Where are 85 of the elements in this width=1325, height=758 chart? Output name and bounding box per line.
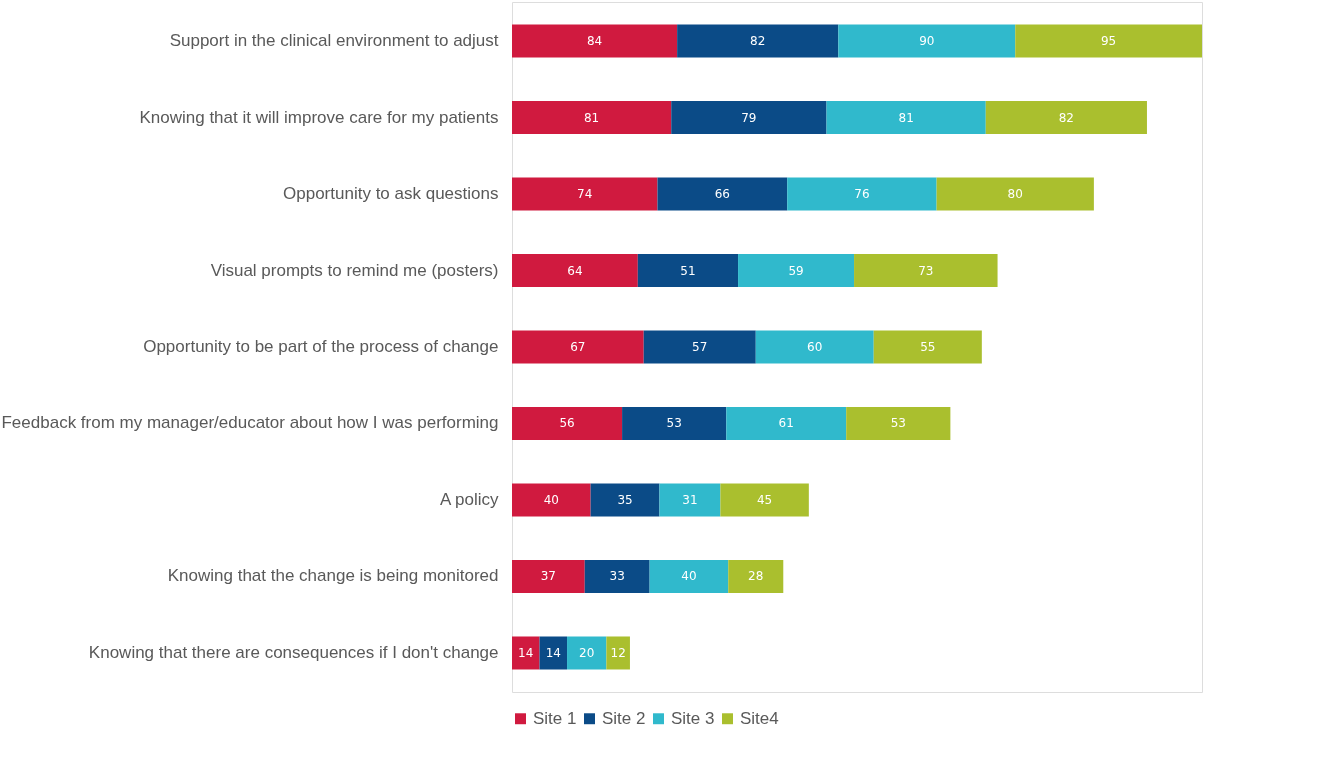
bar: [755, 330, 874, 364]
data-label: 76: [854, 187, 870, 202]
data-label: 37: [540, 569, 557, 584]
data-label: 67: [570, 340, 586, 354]
data-label: 90: [919, 34, 935, 49]
bar: [512, 254, 638, 287]
data-label: 60: [807, 340, 823, 354]
bar: [838, 24, 1016, 58]
data-label: 73: [918, 263, 934, 278]
data-label: 40: [543, 492, 559, 507]
data-label: 59: [788, 263, 804, 278]
bar: [567, 636, 607, 670]
bar: [539, 636, 568, 670]
bar: [936, 177, 1094, 211]
y-tick-label: Knowing that the change is being monitored: [167, 566, 499, 586]
bar: [846, 407, 951, 440]
bar: [512, 177, 658, 211]
bar: [985, 101, 1147, 135]
data-label: 81: [583, 110, 600, 125]
bar: [512, 559, 585, 593]
bar: [637, 254, 739, 287]
legend-label: Site 1: [533, 708, 577, 728]
data-label: 82: [750, 34, 766, 49]
bar: [649, 559, 729, 593]
bar: [657, 177, 788, 211]
bar: [826, 101, 986, 135]
data-label: 12: [610, 645, 626, 660]
bar: [590, 483, 660, 517]
bar: [738, 254, 855, 287]
bar: [512, 483, 591, 517]
data-label: 64: [567, 263, 583, 278]
bar: [643, 330, 756, 364]
legend-label: Site 2: [602, 708, 646, 728]
data-label: 55: [920, 340, 936, 354]
data-label: 20: [579, 645, 595, 660]
bar: [854, 254, 998, 287]
data-label: 66: [714, 187, 730, 202]
data-label: 82: [1058, 110, 1074, 125]
y-tick-label: Feedback from my manager/educator about how I was performing: [1, 413, 499, 433]
bar: [622, 407, 727, 440]
data-label: 14: [518, 645, 534, 660]
data-label: 51: [680, 263, 696, 278]
data-label: 74: [577, 187, 593, 202]
bar: [873, 330, 982, 364]
bar: [671, 101, 827, 135]
y-tick-label: Knowing that there are consequences if I don't change: [88, 642, 499, 662]
data-label: 14: [545, 645, 561, 660]
y-tick-label: Knowing that it will improve care for my patients: [139, 107, 499, 127]
y-tick-label: A policy: [439, 489, 499, 509]
bar: [512, 101, 672, 135]
data-label: 45: [756, 492, 773, 507]
y-tick-label: Visual prompts to remind me (posters): [210, 260, 499, 280]
y-tick-label: Support in the clinical environment to adjust: [169, 31, 499, 51]
bar: [512, 636, 540, 670]
bar: [659, 483, 721, 517]
bar: [606, 636, 630, 670]
data-label: 80: [1007, 187, 1023, 202]
data-label: 53: [890, 416, 906, 431]
bar: [728, 559, 784, 593]
bar: [787, 177, 937, 211]
data-label: 79: [741, 110, 757, 125]
data-label: 56: [559, 416, 575, 431]
data-label: 31: [682, 492, 698, 507]
bar: [720, 483, 809, 517]
y-tick-label: Opportunity to be part of the process of change: [143, 337, 499, 356]
bar: [677, 24, 839, 58]
bar: [1015, 24, 1202, 58]
bar: [512, 330, 644, 364]
data-label: 61: [778, 416, 794, 431]
y-tick-label: Opportunity to ask questions: [283, 184, 499, 204]
data-label: 40: [681, 569, 697, 584]
legend-label: Site 3: [671, 708, 715, 728]
data-label: 33: [609, 569, 625, 584]
data-label: 53: [666, 416, 682, 431]
data-label: 57: [692, 340, 708, 354]
bar: [512, 407, 623, 440]
data-label: 35: [617, 492, 633, 507]
bar: [584, 559, 650, 593]
bar: [726, 407, 847, 440]
legend-label: Site4: [740, 708, 779, 728]
data-label: 81: [898, 110, 914, 125]
bar: [512, 24, 678, 58]
data-label: 95: [1100, 34, 1117, 49]
data-label: 84: [586, 34, 603, 49]
data-label: 28: [748, 569, 764, 584]
